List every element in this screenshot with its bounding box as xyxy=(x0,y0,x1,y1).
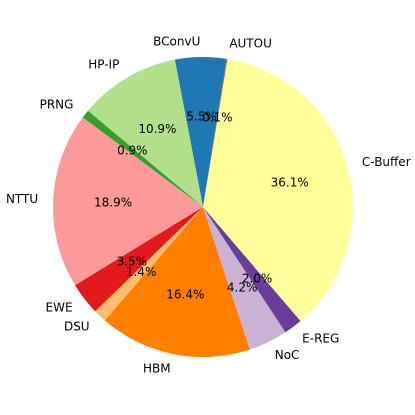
value-label: 0.1% xyxy=(202,111,233,125)
slice-label: EWE xyxy=(46,301,73,315)
value-label: 4.2% xyxy=(227,281,258,295)
pie-slice xyxy=(82,110,203,207)
pie-slice xyxy=(87,59,203,208)
pie-slice xyxy=(203,58,353,321)
value-label: 2.0% xyxy=(242,271,273,285)
value-label: 16.4% xyxy=(166,288,204,302)
slice-label: AUTOU xyxy=(229,37,272,51)
pie-slice xyxy=(75,207,203,312)
value-label: 3.5% xyxy=(117,255,148,269)
pie-slice xyxy=(203,207,301,333)
pie-slice xyxy=(203,58,228,208)
slice-label: C-Buffer xyxy=(362,155,411,169)
value-label: 0.9% xyxy=(117,144,148,158)
slice-label: NTTU xyxy=(6,192,38,206)
slice-label: BConvU xyxy=(153,35,200,49)
slice-label: E-REG xyxy=(302,331,339,345)
pie-slice xyxy=(104,207,250,357)
pie-slice xyxy=(203,207,286,350)
slice-label: DSU xyxy=(64,319,90,333)
slice-label: HBM xyxy=(143,361,171,375)
slice-label: NoC xyxy=(275,348,300,362)
value-label: 1.4% xyxy=(126,265,157,279)
slice-label: PRNG xyxy=(40,97,74,111)
pie-slice xyxy=(52,117,204,286)
value-label: 5.5% xyxy=(186,110,217,124)
value-label: 36.1% xyxy=(271,175,309,189)
value-label: 10.9% xyxy=(138,122,176,136)
pie-slice xyxy=(95,207,203,321)
pie-slice xyxy=(174,57,227,207)
slice-label: HP-IP xyxy=(88,57,119,71)
value-label: 18.9% xyxy=(94,195,132,209)
